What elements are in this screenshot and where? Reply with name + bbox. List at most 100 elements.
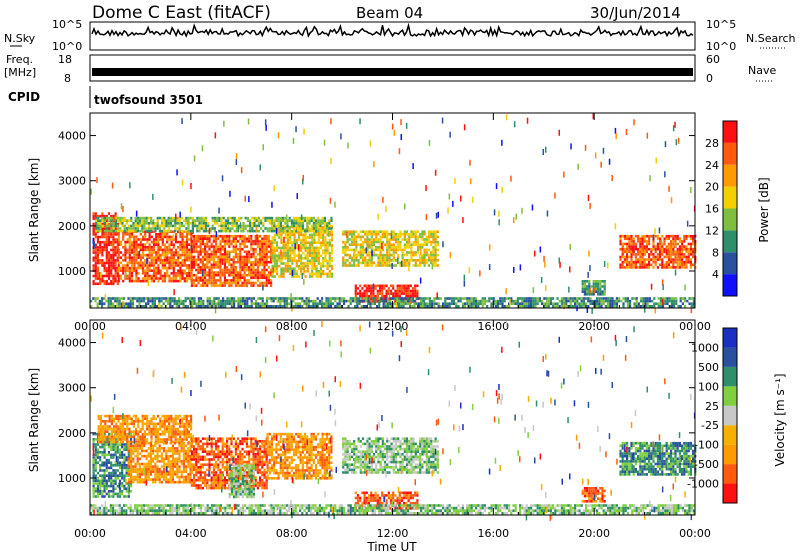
heatmap-cell bbox=[94, 261, 97, 265]
heatmap-cell bbox=[479, 302, 482, 305]
heatmap-cell bbox=[248, 255, 251, 259]
heatmap-cell bbox=[678, 263, 681, 267]
heatmap-cell bbox=[101, 469, 104, 472]
heatmap-cell bbox=[250, 281, 253, 285]
heatmap-cell bbox=[654, 250, 657, 254]
heatmap-cell bbox=[163, 219, 166, 222]
heatmap-cell bbox=[408, 240, 411, 244]
heatmap-cell bbox=[423, 238, 426, 241]
heatmap-cell bbox=[390, 253, 393, 257]
heatmap-cell bbox=[282, 267, 285, 270]
heatmap-cell bbox=[630, 237, 633, 241]
heatmap-cell bbox=[576, 299, 579, 303]
heatmap-cell bbox=[191, 302, 194, 305]
heatmap-cell bbox=[169, 229, 172, 233]
heatmap-cell bbox=[279, 227, 282, 230]
heatmap-cell bbox=[215, 231, 218, 238]
heatmap-cell bbox=[241, 302, 244, 305]
heatmap-cell bbox=[251, 216, 254, 220]
heatmap-cell bbox=[270, 245, 273, 248]
heatmap-cell bbox=[558, 129, 560, 136]
heatmap-cell bbox=[135, 251, 138, 254]
heatmap-cell bbox=[233, 297, 236, 300]
heatmap-cell bbox=[119, 219, 122, 222]
heatmap-cell bbox=[675, 302, 678, 305]
heatmap-cell bbox=[383, 243, 387, 246]
heatmap-cell bbox=[232, 271, 235, 274]
heatmap-cell bbox=[402, 305, 405, 308]
heatmap-cell bbox=[670, 242, 673, 246]
heatmap-cell bbox=[119, 269, 123, 272]
heatmap-cell bbox=[110, 219, 113, 222]
heatmap-cell bbox=[410, 235, 413, 239]
heatmap-cell bbox=[226, 302, 229, 305]
heatmap-cell bbox=[116, 474, 119, 477]
heatmap-cell bbox=[232, 250, 235, 254]
heatmap-cell bbox=[623, 255, 626, 259]
heatmap-cell bbox=[667, 247, 670, 251]
heatmap-cell bbox=[267, 266, 270, 269]
heatmap-cell bbox=[676, 266, 679, 269]
heatmap-cell bbox=[684, 297, 687, 300]
heatmap-cell bbox=[392, 292, 395, 295]
heatmap-cell bbox=[92, 469, 95, 472]
heatmap-cell bbox=[101, 474, 104, 477]
heatmap-cell bbox=[97, 266, 99, 273]
heatmap-cell bbox=[201, 263, 204, 267]
heatmap-cell bbox=[375, 240, 378, 244]
heatmap-cell bbox=[208, 276, 211, 280]
heatmap-cell bbox=[245, 255, 248, 259]
heatmap-cell bbox=[116, 443, 119, 446]
heatmap-cell bbox=[681, 245, 684, 248]
heatmap-cell bbox=[306, 259, 309, 263]
heatmap-cell bbox=[450, 302, 453, 305]
heatmap-cell bbox=[99, 430, 102, 433]
heatmap-cell bbox=[96, 490, 100, 493]
heatmap-cell bbox=[114, 238, 117, 241]
heatmap-cell bbox=[560, 299, 563, 303]
heatmap-cell bbox=[285, 302, 288, 305]
heatmap-cell bbox=[546, 210, 549, 217]
heatmap-cell bbox=[678, 255, 681, 259]
heatmap-cell bbox=[654, 255, 657, 259]
heatmap-cell bbox=[167, 299, 170, 303]
heatmap-cell bbox=[386, 248, 389, 252]
heatmap-cell bbox=[308, 229, 311, 233]
heatmap-cell bbox=[101, 492, 104, 496]
heatmap-cell bbox=[112, 482, 115, 485]
heatmap-cell bbox=[96, 238, 100, 241]
heatmap-cell bbox=[157, 272, 160, 275]
heatmap-cell bbox=[245, 258, 248, 261]
heatmap-cell bbox=[315, 259, 318, 263]
heatmap-cell bbox=[670, 249, 672, 256]
heatmap-cell bbox=[228, 252, 231, 259]
heatmap-cell bbox=[94, 259, 97, 262]
heatmap-cell bbox=[103, 229, 106, 233]
heatmap-cell bbox=[100, 272, 102, 279]
heatmap-cell bbox=[383, 235, 387, 239]
heatmap-cell bbox=[212, 260, 215, 264]
heatmap-cell bbox=[420, 297, 423, 300]
heatmap-cell bbox=[210, 258, 213, 261]
heatmap-cell bbox=[174, 251, 178, 254]
heatmap-cell bbox=[224, 219, 227, 222]
heatmap-cell bbox=[176, 169, 178, 176]
heatmap-cell bbox=[126, 240, 129, 244]
heatmap-cell bbox=[179, 240, 182, 244]
heatmap-cell bbox=[280, 241, 283, 244]
heatmap-cell bbox=[299, 222, 302, 225]
heatmap-cell bbox=[190, 234, 193, 238]
heatmap-cell bbox=[270, 260, 273, 264]
heatmap-cell bbox=[105, 251, 108, 254]
heatmap-cell bbox=[530, 302, 533, 305]
heatmap-cell bbox=[217, 255, 220, 259]
heatmap-cell bbox=[105, 474, 108, 477]
heatmap-cell bbox=[218, 216, 221, 220]
heatmap-cell bbox=[119, 261, 123, 265]
heatmap-cell bbox=[103, 471, 106, 475]
heatmap-cell bbox=[664, 299, 667, 303]
heatmap-cell bbox=[396, 287, 399, 290]
heatmap-cell bbox=[433, 305, 436, 308]
